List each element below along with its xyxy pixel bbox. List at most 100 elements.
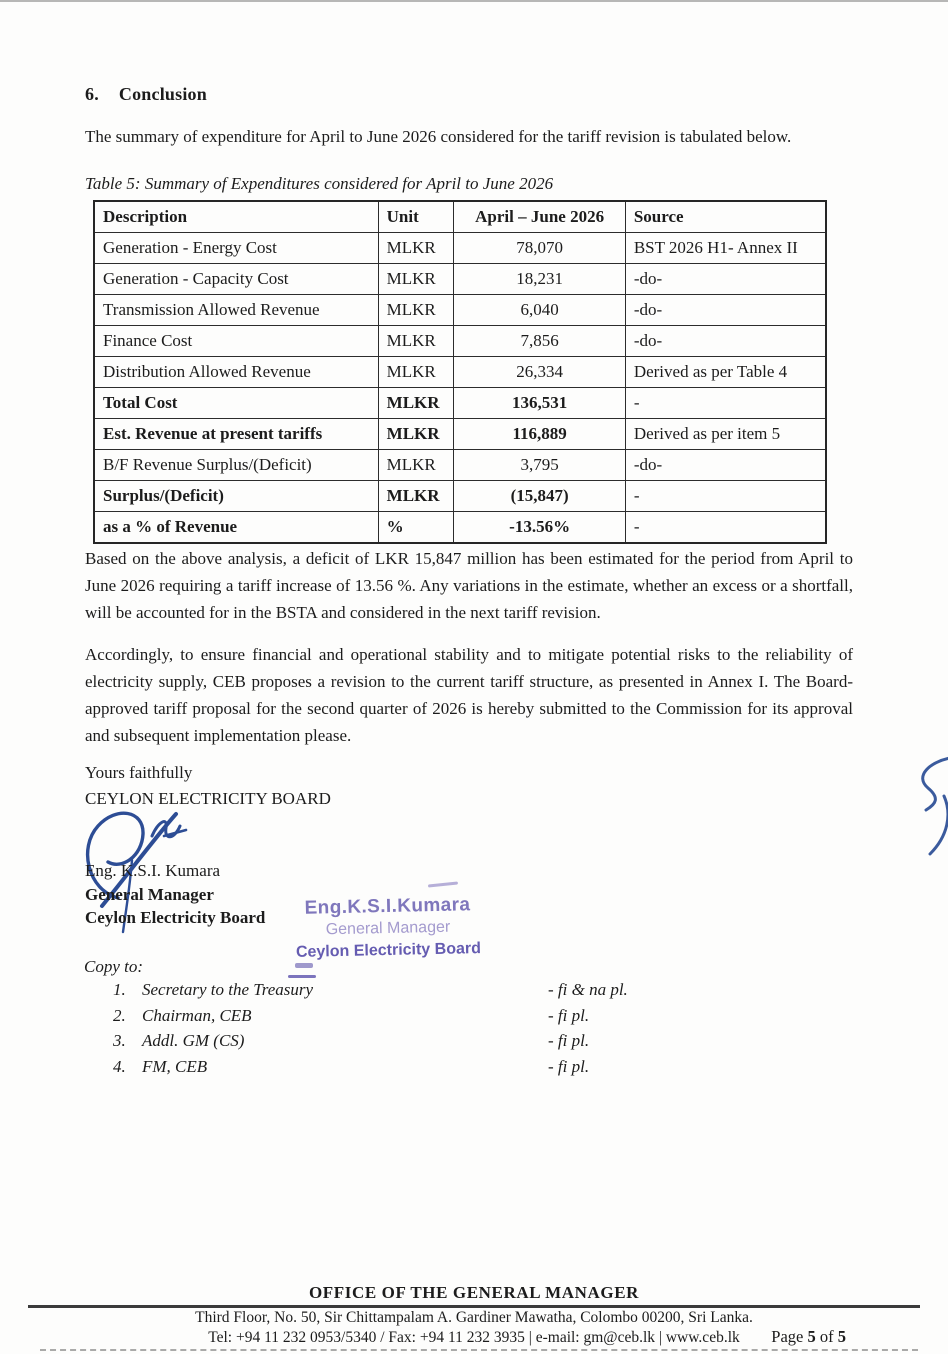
cell-unit: % xyxy=(377,511,455,544)
cell-unit: MLKR xyxy=(377,356,455,388)
copy-to-item: 1. Secretary to the Treasury - fi & na p… xyxy=(0,980,948,1006)
copy-to-item: 3. Addl. GM (CS) - fi pl. xyxy=(0,1031,948,1057)
page-number-total: 5 xyxy=(837,1327,846,1346)
table-caption: Table 5: Summary of Expenditures conside… xyxy=(85,174,554,193)
header-source: Source xyxy=(624,200,827,233)
cell-value: 116,889 xyxy=(453,418,626,450)
cell-value: 26,334 xyxy=(453,356,626,388)
signatory-block: Eng. K.S.I. Kumara General Manager Ceylo… xyxy=(85,859,265,930)
cell-description: Generation - Energy Cost xyxy=(93,232,379,264)
table-row: Finance Cost MLKR 7,856 -do- xyxy=(93,325,827,357)
copy-to-label: Copy to: xyxy=(84,957,144,976)
copy-item-recipient: Chairman, CEB xyxy=(142,1005,252,1025)
cell-value: 7,856 xyxy=(453,325,626,357)
footer-contact-line: Tel: +94 11 232 0953/5340 / Fax: +94 11 … xyxy=(208,1329,740,1346)
cell-value: 18,231 xyxy=(453,263,626,295)
table-row: Distribution Allowed Revenue MLKR 26,334… xyxy=(93,356,827,388)
cell-description: Surplus/(Deficit) xyxy=(93,480,379,512)
table-row: Transmission Allowed Revenue MLKR 6,040 … xyxy=(93,294,827,326)
copy-item-note: - fi pl. xyxy=(548,1056,590,1076)
closing-salutation: Yours faithfully xyxy=(85,763,193,782)
copy-item-number: 2. xyxy=(113,1005,126,1025)
table-row: B/F Revenue Surplus/(Deficit) MLKR 3,795… xyxy=(93,449,827,481)
cell-value: 136,531 xyxy=(453,387,626,419)
cell-source: Derived as per item 5 xyxy=(624,418,827,450)
table-row: Surplus/(Deficit) MLKR (15,847) - xyxy=(93,480,827,512)
scan-artifact-bottom-edge xyxy=(40,1349,918,1351)
copy-item-number: 4. xyxy=(113,1056,126,1076)
expenditure-table-body: Generation - Energy Cost MLKR 78,070 BST… xyxy=(93,232,827,544)
table-row: Generation - Capacity Cost MLKR 18,231 -… xyxy=(93,263,827,295)
table-row: as a % of Revenue % -13.56% - xyxy=(93,511,827,544)
table-row: Generation - Energy Cost MLKR 78,070 BST… xyxy=(93,232,827,264)
cell-unit: MLKR xyxy=(377,263,455,295)
stamp-org: Ceylon Electricity Board xyxy=(295,940,482,961)
cell-source: - xyxy=(624,511,827,544)
copy-to-item: 2. Chairman, CEB - fi pl. xyxy=(0,1006,948,1032)
analysis-paragraph: Based on the above analysis, a deficit o… xyxy=(85,549,853,622)
table-row: Total Cost MLKR 136,531 - xyxy=(93,387,827,419)
signatory-org: Ceylon Electricity Board xyxy=(85,908,266,927)
cell-source: - xyxy=(624,387,827,419)
cell-value: (15,847) xyxy=(453,480,626,512)
cell-description: Est. Revenue at present tariffs xyxy=(93,418,379,450)
signatory-name: Eng. K.S.I. Kumara xyxy=(85,861,221,880)
cell-unit: MLKR xyxy=(377,387,455,419)
page-number-mid: of xyxy=(819,1327,834,1346)
stamp-ink-smudge xyxy=(288,975,316,978)
cell-description: as a % of Revenue xyxy=(93,511,379,544)
stamp-ink-mark-bottom xyxy=(295,963,313,968)
footer-address: Third Floor, No. 50, Sir Chittampalam A.… xyxy=(195,1309,753,1326)
cell-unit: MLKR xyxy=(377,449,455,481)
copy-item-note: - fi & na pl. xyxy=(548,980,628,999)
header-description: Description xyxy=(93,200,379,233)
cell-value: -13.56% xyxy=(453,511,626,544)
cell-value: 78,070 xyxy=(453,232,626,264)
cell-unit: MLKR xyxy=(377,418,455,450)
copy-item-number: 1. xyxy=(113,980,126,999)
page-number-prefix: Page xyxy=(771,1327,804,1346)
section-heading: 6. Conclusion xyxy=(85,84,207,105)
footer-office-title: OFFICE OF THE GENERAL MANAGER xyxy=(308,1283,640,1302)
cell-value: 3,795 xyxy=(453,449,626,481)
scan-artifact-top-edge xyxy=(0,0,948,2)
table-header-row: Description Unit April – June 2026 Sourc… xyxy=(93,200,827,233)
cell-description: Distribution Allowed Revenue xyxy=(93,356,379,388)
cell-description: Total Cost xyxy=(93,387,379,419)
cell-source: - xyxy=(624,480,827,512)
section-number: 6. xyxy=(85,84,99,104)
copy-item-recipient: FM, CEB xyxy=(142,1056,208,1076)
cell-unit: MLKR xyxy=(377,480,455,512)
rubber-stamp: Eng.K.S.I.Kumara General Manager Ceylon … xyxy=(292,894,483,964)
copy-to-list: 1. Secretary to the Treasury - fi & na p… xyxy=(0,980,948,1082)
intro-paragraph: The summary of expenditure for April to … xyxy=(85,127,792,146)
section-title: Conclusion xyxy=(118,84,207,104)
copy-item-note: - fi pl. xyxy=(548,1031,590,1050)
closing-organization: CEYLON ELECTRICITY BOARD xyxy=(85,789,331,808)
copy-item-note: - fi pl. xyxy=(548,1005,590,1025)
cell-unit: MLKR xyxy=(377,294,455,326)
cell-source: -do- xyxy=(624,449,827,481)
copy-to-item: 4. FM, CEB - fi pl. xyxy=(0,1057,948,1083)
cell-description: Transmission Allowed Revenue xyxy=(93,294,379,326)
copy-item-recipient: Secretary to the Treasury xyxy=(142,980,314,999)
cell-source: Derived as per Table 4 xyxy=(624,356,827,388)
cell-description: Generation - Capacity Cost xyxy=(93,263,379,295)
cell-source: -do- xyxy=(624,325,827,357)
copy-item-number: 3. xyxy=(113,1031,126,1050)
closing-block: Yours faithfully CEYLON ELECTRICITY BOAR… xyxy=(85,760,331,812)
page-number-current: 5 xyxy=(807,1327,816,1346)
footer-divider-rule xyxy=(28,1305,920,1308)
cell-unit: MLKR xyxy=(377,232,455,264)
margin-pen-mark xyxy=(921,756,948,856)
stamp-ink-mark-top xyxy=(427,881,459,888)
cell-value: 6,040 xyxy=(453,294,626,326)
cell-description: B/F Revenue Surplus/(Deficit) xyxy=(93,449,379,481)
cell-unit: MLKR xyxy=(377,325,455,357)
proposal-paragraph: Accordingly, to ensure financial and ope… xyxy=(85,645,853,745)
cell-description: Finance Cost xyxy=(93,325,379,357)
cell-source: BST 2026 H1- Annex II xyxy=(624,232,827,264)
header-period: April – June 2026 xyxy=(453,200,626,233)
copy-item-recipient: Addl. GM (CS) xyxy=(142,1031,245,1050)
